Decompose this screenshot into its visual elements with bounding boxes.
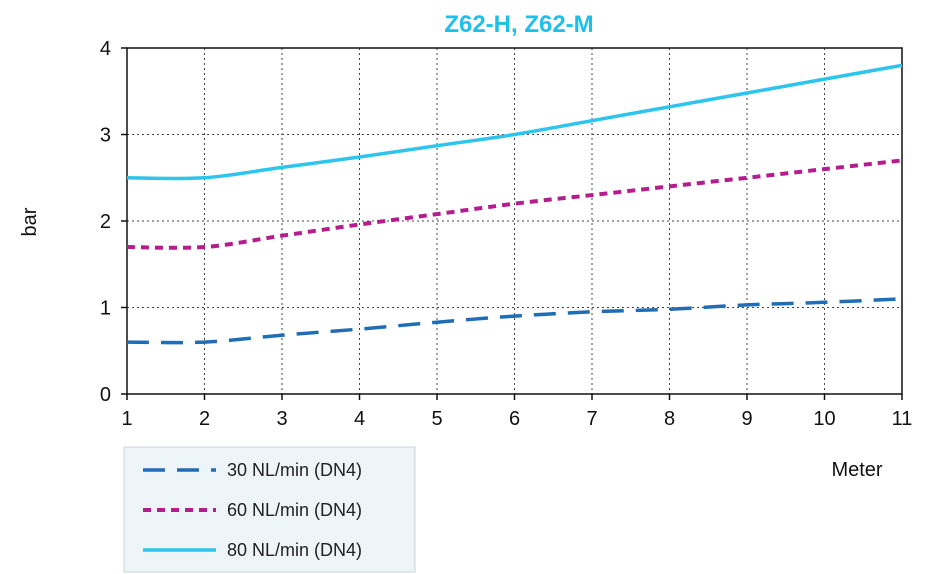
x-tick-label: 9 (741, 408, 752, 430)
legend-label-3: 80 NL/min (DN4) (227, 540, 362, 560)
series-line-2 (126, 158, 903, 250)
x-tick-label: 7 (586, 408, 597, 430)
x-tick-label: 3 (276, 408, 287, 430)
y-tick-label: 1 (100, 298, 111, 320)
legend-label-1: 30 NL/min (DN4) (227, 460, 362, 480)
y-tick-label: 2 (100, 211, 111, 233)
y-tick-label: 4 (100, 38, 111, 60)
x-tick-label: 11 (892, 408, 913, 430)
x-tick-label: 5 (431, 408, 442, 430)
x-tick-label: 6 (509, 408, 520, 430)
grid (127, 48, 902, 394)
series-lines (126, 63, 903, 345)
x-tick-label: 1 (121, 408, 132, 430)
y-tick-label: 3 (100, 125, 111, 147)
x-tick-label: 10 (813, 408, 835, 430)
legend: 30 NL/min (DN4) 60 NL/min (DN4) 80 NL/min … (123, 446, 416, 573)
chart-title: Z62-H, Z62-M (444, 11, 593, 38)
x-axis-label: Meter (831, 459, 882, 481)
series-line-3 (126, 63, 903, 181)
x-tick-label: 8 (664, 408, 675, 430)
y-tick-label: 0 (100, 384, 111, 406)
series-line-1 (126, 297, 903, 345)
y-axis-label: bar (19, 207, 41, 236)
legend-label-2: 60 NL/min (DN4) (227, 500, 362, 520)
x-tick-label: 4 (354, 408, 365, 430)
x-tick-label: 2 (199, 408, 210, 430)
